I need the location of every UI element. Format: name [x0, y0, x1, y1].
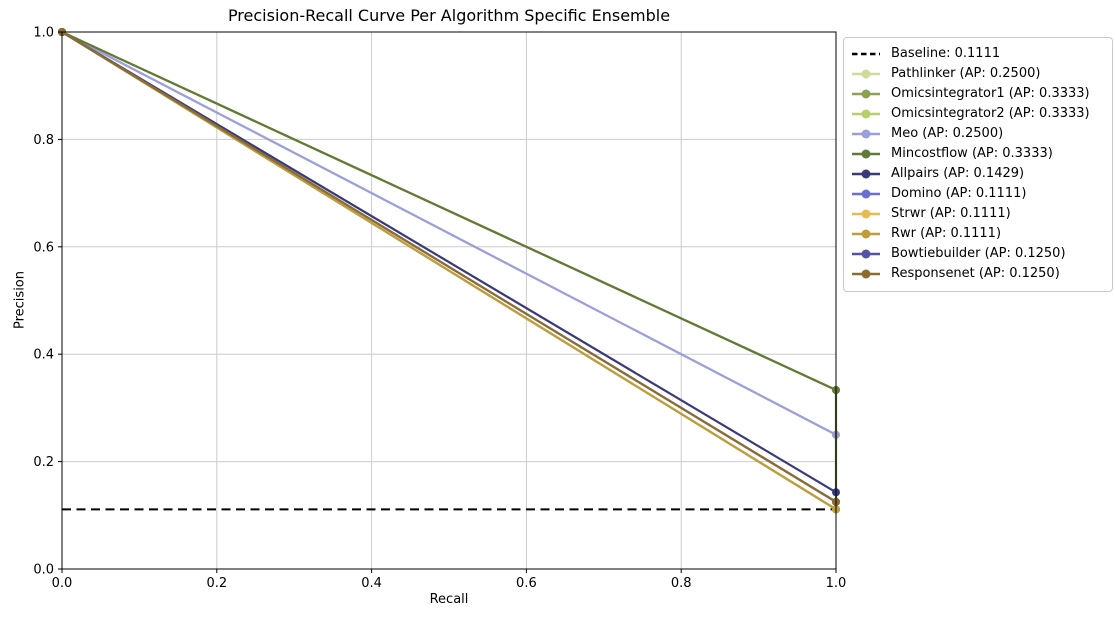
meo-curve [58, 28, 840, 439]
legend-item-label: Meo (AP: 0.2500) [891, 126, 1004, 141]
chart-title: Precision-Recall Curve Per Algorithm Spe… [227, 6, 671, 25]
legend-item-label: Omicsintegrator2 (AP: 0.3333) [891, 106, 1090, 121]
legend-item-label: Baseline: 0.1111 [891, 46, 1001, 61]
y-axis-label: Precision [12, 270, 28, 330]
pathlinker-legend-sample [852, 69, 880, 79]
allpairs-curve-line [61, 31, 837, 494]
legend-item-omicsintegrator2: Omicsintegrator2 (AP: 0.3333) [851, 104, 1104, 124]
legend-item-label: Responsenet (AP: 0.1250) [891, 266, 1060, 281]
x-tick-label: 1.0 [826, 576, 847, 591]
allpairs-curve [58, 28, 840, 497]
responsenet-curve [58, 28, 840, 506]
allpairs-legend-sample [852, 169, 880, 179]
x-tick-label: 0.2 [206, 576, 227, 591]
y-axis-ticks: 0.0 0.2 0.4 0.6 0.8 1.0 [33, 26, 62, 578]
legend-item-bowtiebuilder: Bowtiebuilder (AP: 0.1250) [851, 244, 1104, 264]
rwr-legend-sample [852, 229, 880, 239]
legend-item-meo: Meo (AP: 0.2500) [851, 124, 1104, 144]
y-tick-label: 0.0 [33, 563, 54, 578]
legend-item-mincostflow: Mincostflow (AP: 0.3333) [851, 144, 1104, 164]
bowtiebuilder-legend-sample [852, 249, 880, 259]
grid-lines [61, 31, 837, 570]
plot-spines [61, 31, 837, 570]
legend-item-responsenet: Responsenet (AP: 0.1250) [851, 264, 1104, 284]
meo-curve-line [61, 31, 837, 436]
mincostflow-legend-sample [852, 149, 880, 159]
legend-item-label: Allpairs (AP: 0.1429) [891, 166, 1025, 181]
legend-item-label: Omicsintegrator1 (AP: 0.3333) [891, 86, 1090, 101]
legend-item-allpairs: Allpairs (AP: 0.1429) [851, 164, 1104, 184]
legend-item-baseline: Baseline: 0.1111 [851, 44, 1104, 64]
y-tick-label: 1.0 [33, 26, 54, 41]
y-tick-label: 0.8 [33, 133, 54, 148]
y-tick-label: 0.4 [33, 348, 54, 363]
meo-legend-sample [852, 129, 880, 139]
x-tick-label: 0.8 [671, 576, 692, 591]
legend-item-rwr: Rwr (AP: 0.1111) [851, 224, 1104, 244]
legend-item-label: Bowtiebuilder (AP: 0.1250) [891, 246, 1066, 261]
x-axis-ticks: 0.0 0.2 0.4 0.6 0.8 1.0 [52, 569, 847, 591]
y-tick-label: 0.6 [33, 240, 54, 255]
y-tick-label: 0.2 [33, 455, 54, 470]
domino-legend-sample [852, 189, 880, 199]
legend-item-label: Mincostflow (AP: 0.3333) [891, 146, 1053, 161]
responsenet-curve-line [61, 31, 837, 503]
legend-item-strwr: Strwr (AP: 0.1111) [851, 204, 1104, 224]
legend: Baseline: 0.1111 Pathlinker (AP: 0.2500) O… [843, 37, 1113, 292]
strwr-legend-sample [852, 209, 880, 219]
x-tick-label: 0.4 [361, 576, 382, 591]
legend-item-label: Domino (AP: 0.1111) [891, 186, 1027, 201]
legend-item-pathlinker: Pathlinker (AP: 0.2500) [851, 64, 1104, 84]
legend-item-label: Strwr (AP: 0.1111) [891, 206, 1011, 221]
legend-item-label: Rwr (AP: 0.1111) [891, 226, 1002, 241]
omicsintegrator1-legend-sample [852, 89, 880, 99]
x-tick-label: 0.6 [516, 576, 537, 591]
omicsintegrator2-legend-sample [852, 109, 880, 119]
x-tick-label: 0.0 [52, 576, 73, 591]
responsenet-legend-sample [852, 269, 880, 279]
legend-item-domino: Domino (AP: 0.1111) [851, 184, 1104, 204]
legend-item-label: Pathlinker (AP: 0.2500) [891, 66, 1041, 81]
x-axis-label: Recall [429, 592, 469, 607]
legend-item-omicsintegrator1: Omicsintegrator1 (AP: 0.3333) [851, 84, 1104, 104]
baseline-legend-sample [852, 52, 880, 56]
